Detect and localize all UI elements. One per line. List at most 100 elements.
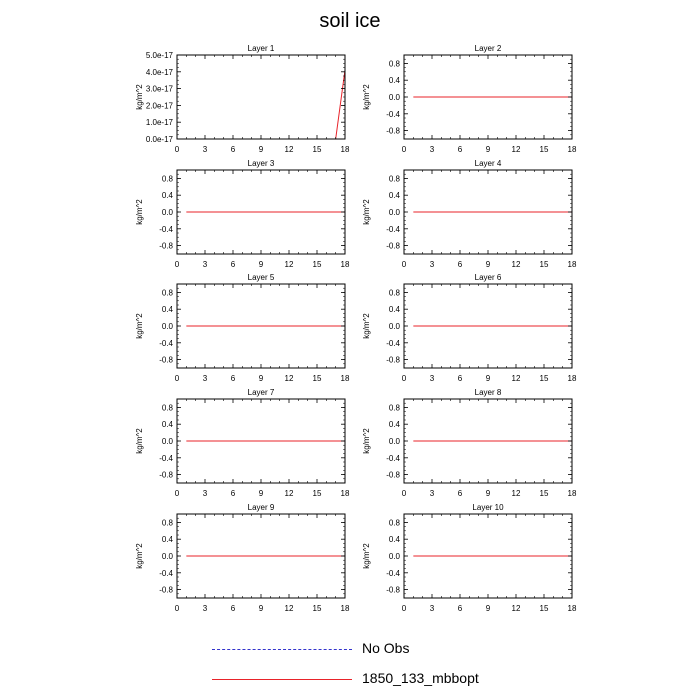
x-tick-label: 12 [512,260,521,269]
x-tick-label: 3 [203,489,208,498]
y-tick-label: 0.8 [162,518,174,527]
y-tick-label: -0.4 [159,339,173,348]
panel-layer-2: Layer 2 kg/m^2 0 3 6 9 12 15 18 -0.8 -0.4 0.0 0.4 0.8 [362,44,577,154]
y-tick-label: 0.8 [162,174,174,183]
x-tick-label: 3 [430,489,435,498]
y-tick-label: 0.8 [389,403,401,412]
panel-title-layer-7: Layer 7 [248,388,275,397]
y-tick-label: 0.4 [389,76,401,85]
x-tick-label: 0 [402,374,407,383]
x-tick-label: 6 [458,489,463,498]
x-tick-label: 15 [313,145,322,154]
x-tick-label: 18 [341,145,350,154]
x-tick-label: 6 [231,489,236,498]
panel-title-layer-2: Layer 2 [475,44,502,53]
y-tick-label: 3.0e-17 [146,85,174,94]
y-axis-label-layer-2: kg/m^2 [362,84,371,110]
x-tick-label: 12 [512,145,521,154]
x-tick-label: 18 [568,489,577,498]
x-tick-label: 6 [231,260,236,269]
y-tick-label: 0.0 [389,552,401,561]
x-tick-label: 18 [341,374,350,383]
legend-label-no-obs: No Obs [362,640,410,656]
x-tick-label: 12 [285,374,294,383]
legend-swatch-1850-133-mbbopt [212,679,352,680]
x-tick-label: 3 [203,260,208,269]
y-tick-label: 0.8 [162,403,174,412]
x-tick-label: 18 [568,374,577,383]
panel-title-layer-4: Layer 4 [475,159,502,168]
y-tick-label: 0.4 [389,191,401,200]
y-tick-label: -0.4 [386,454,400,463]
x-tick-label: 9 [259,374,264,383]
y-tick-label: 0.8 [389,59,401,68]
y-tick-label: 0.0 [389,322,401,331]
x-tick-label: 15 [540,489,549,498]
x-tick-label: 18 [341,489,350,498]
x-tick-label: 6 [458,145,463,154]
y-tick-label: -0.4 [386,225,400,234]
panel-layer-9: Layer 9 kg/m^2 0 3 6 9 12 15 18 -0.8 -0.4 0.0 0.4 0.8 [135,503,350,613]
x-tick-label: 18 [568,145,577,154]
y-tick-label: -0.8 [386,471,400,480]
x-tick-label: 9 [486,260,491,269]
panel-layer-1: Layer 1 kg/m^2 0 3 6 9 12 15 18 0.0e-17 1.0e-17 2.0… [135,44,350,154]
x-tick-label: 0 [175,489,180,498]
x-tick-label: 18 [568,260,577,269]
x-tick-label: 12 [512,489,521,498]
panel-layer-6: Layer 6 kg/m^2 0 3 6 9 12 15 18 -0.8 -0.4 0.0 0.4 0.8 [362,273,577,383]
y-tick-label: -0.4 [386,569,400,578]
x-tick-label: 6 [458,260,463,269]
y-tick-label: -0.8 [386,242,400,251]
y-tick-label: 0.0 [389,208,401,217]
x-tick-label: 6 [231,145,236,154]
x-tick-label: 18 [568,604,577,613]
x-tick-label: 0 [175,260,180,269]
x-tick-label: 9 [486,489,491,498]
x-tick-label: 9 [486,604,491,613]
x-tick-label: 6 [458,604,463,613]
y-tick-label: 0.8 [162,288,174,297]
x-tick-label: 3 [430,604,435,613]
panel-title-layer-6: Layer 6 [475,273,502,282]
y-tick-label: -0.4 [386,110,400,119]
y-tick-label: 0.0e-17 [146,135,174,144]
y-tick-label: 0.8 [389,174,401,183]
x-tick-label: 15 [313,604,322,613]
y-tick-label: 0.4 [389,305,401,314]
y-tick-label: 1.0e-17 [146,118,174,127]
x-tick-label: 3 [203,604,208,613]
y-tick-label: 0.4 [162,305,174,314]
x-tick-label: 15 [540,604,549,613]
y-tick-label: -0.8 [159,242,173,251]
x-tick-label: 0 [402,489,407,498]
x-tick-label: 15 [540,145,549,154]
legend-label-1850-133-mbbopt: 1850_133_mbbopt [362,670,479,686]
y-tick-label: 0.0 [162,552,174,561]
y-axis-label-layer-10: kg/m^2 [362,543,371,569]
y-tick-label: -0.4 [159,454,173,463]
x-tick-label: 15 [313,260,322,269]
y-tick-label: -0.8 [159,586,173,595]
x-tick-label: 12 [285,145,294,154]
y-axis-label-layer-9: kg/m^2 [135,543,144,569]
y-tick-label: 0.0 [162,208,174,217]
x-tick-label: 6 [458,374,463,383]
y-tick-label: 0.0 [162,322,174,331]
x-tick-label: 18 [341,260,350,269]
y-axis-label-layer-3: kg/m^2 [135,199,144,225]
panel-layer-3: Layer 3 kg/m^2 0 3 6 9 12 15 18 -0.8 -0.4 0.0 0.4 0.8 [135,159,350,269]
y-axis-label-layer-7: kg/m^2 [135,428,144,454]
y-tick-label: -0.8 [386,127,400,136]
x-tick-label: 12 [512,374,521,383]
panel-layer-5: Layer 5 kg/m^2 0 3 6 9 12 15 18 -0.8 -0.4 0.0 0.4 0.8 [135,273,350,383]
legend-swatch-no-obs [212,649,352,650]
y-tick-label: 0.4 [389,420,401,429]
x-tick-label: 0 [175,604,180,613]
x-tick-label: 18 [341,604,350,613]
panel-title-layer-1: Layer 1 [248,44,275,53]
y-tick-label: 5.0e-17 [146,51,174,60]
y-tick-label: 4.0e-17 [146,68,174,77]
y-tick-label: -0.4 [159,225,173,234]
